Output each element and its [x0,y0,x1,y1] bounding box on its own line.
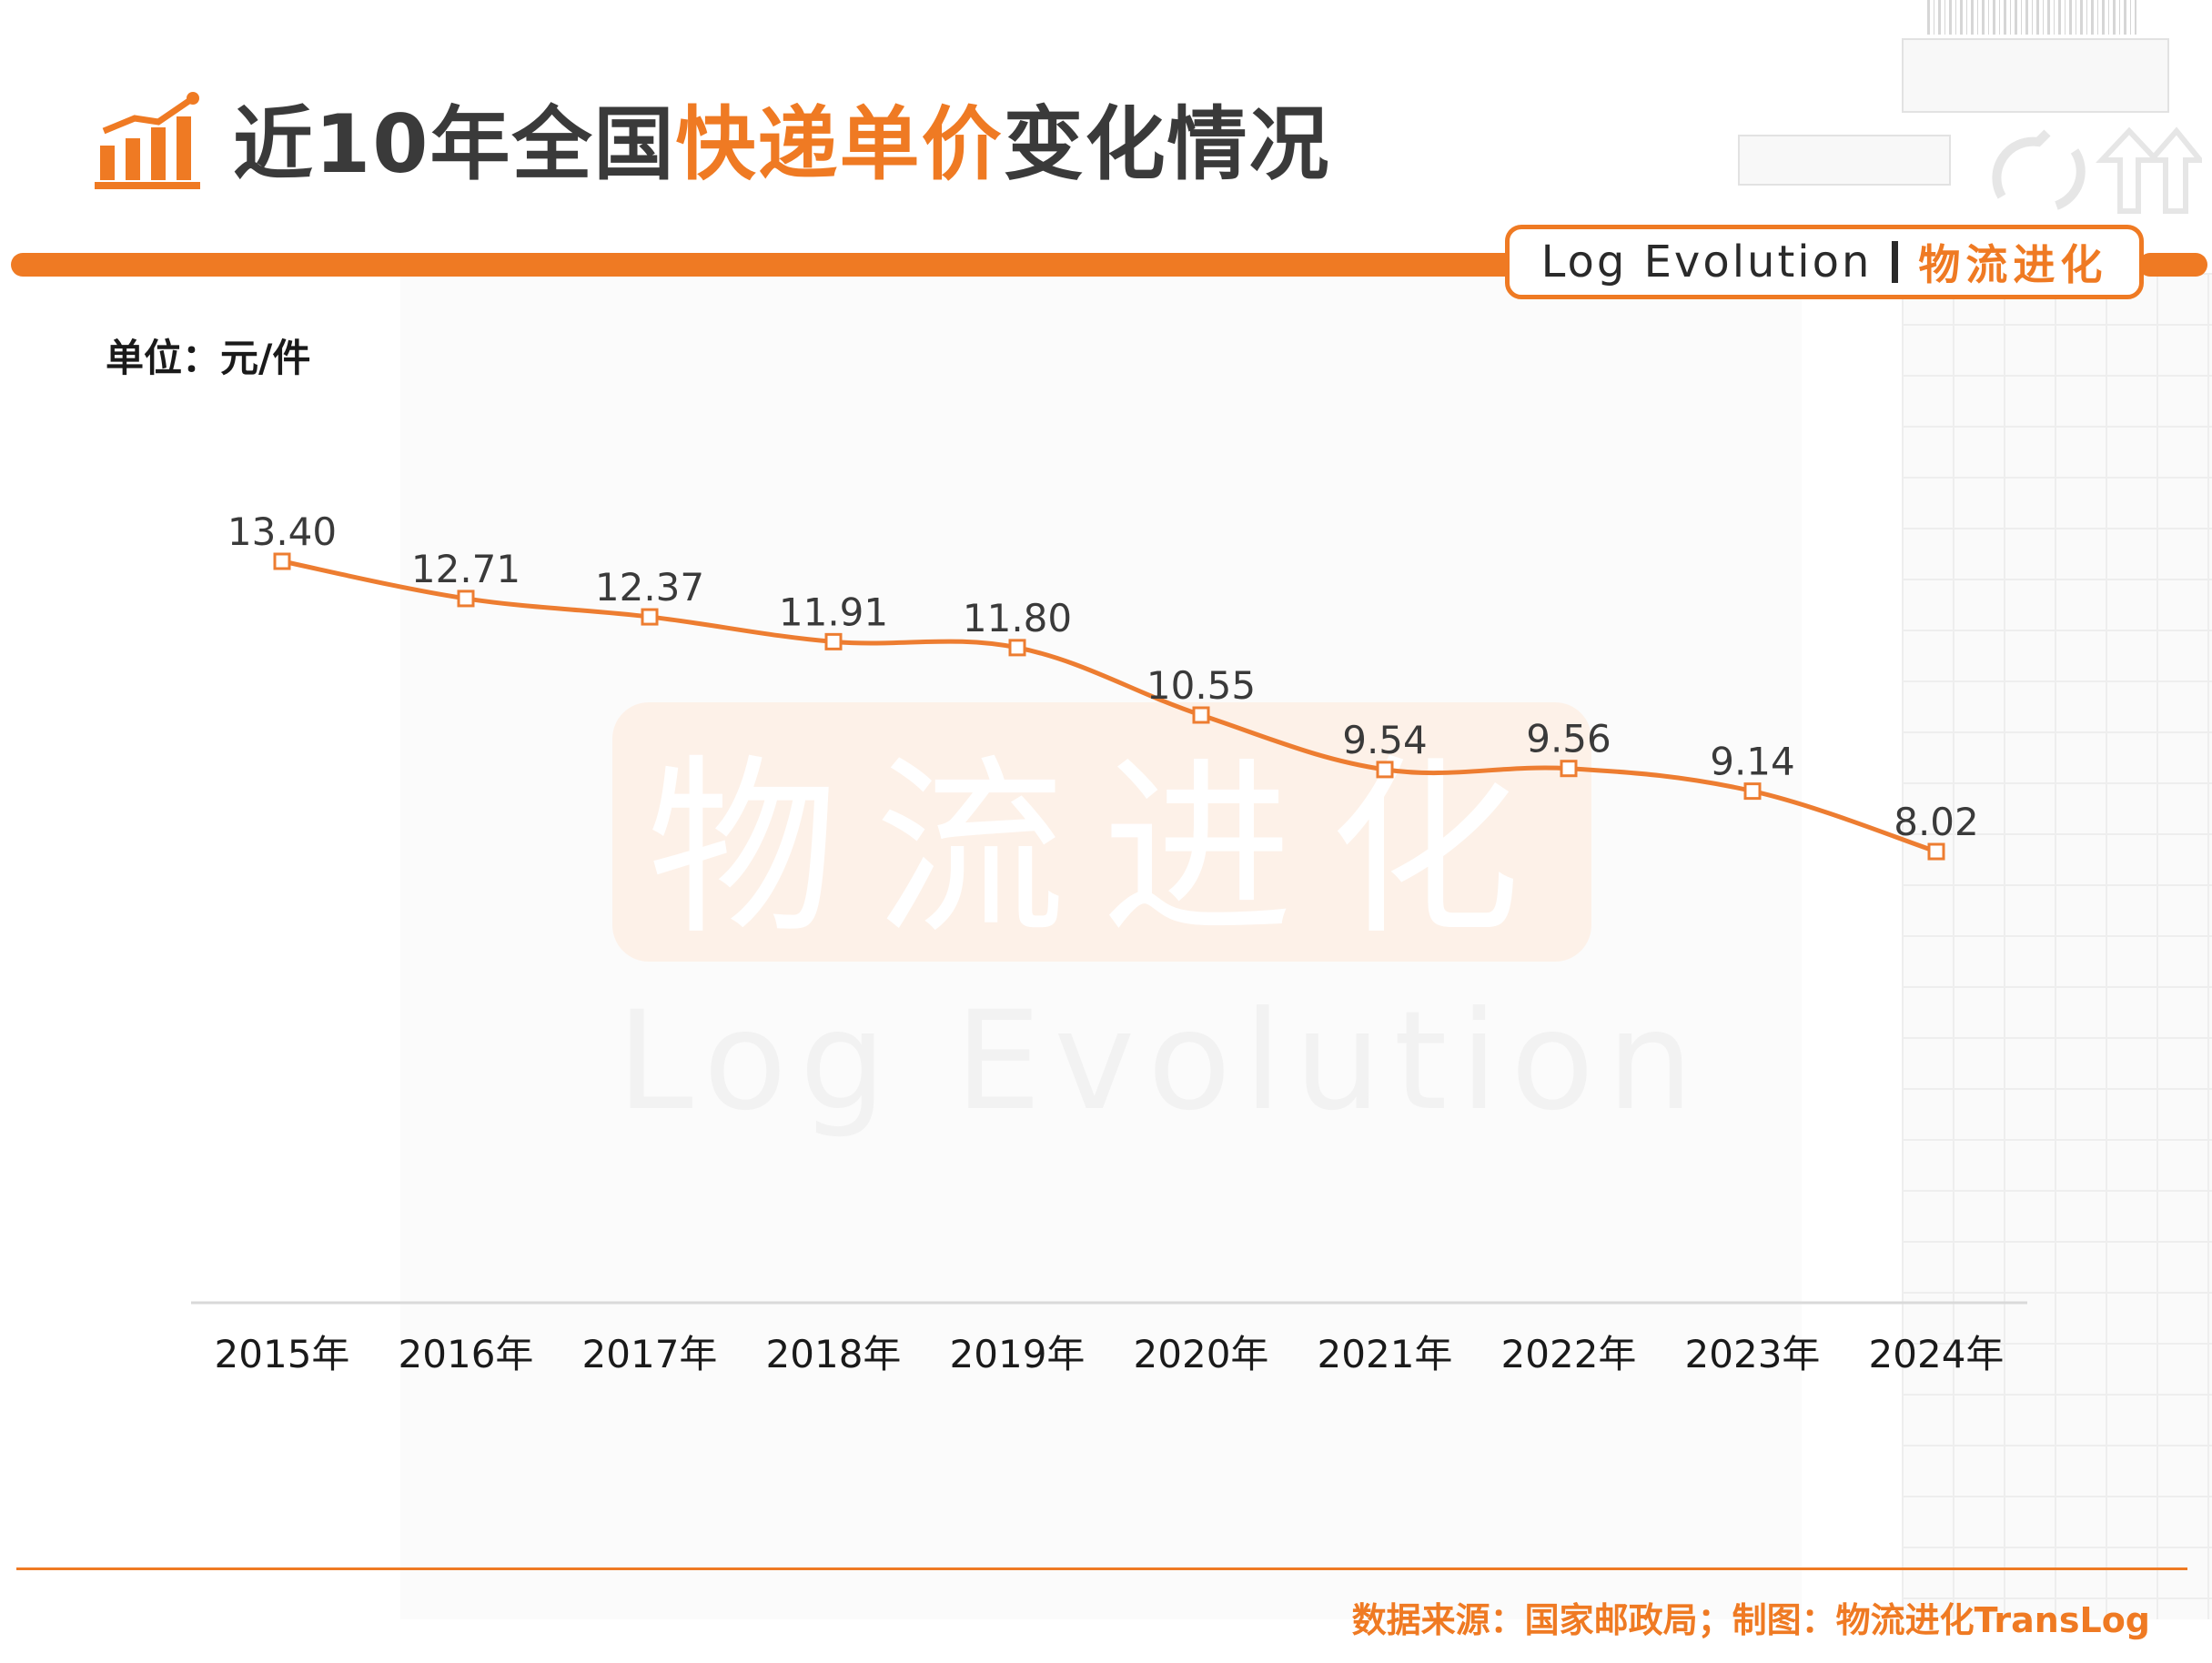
data-label: 13.40 [227,509,337,554]
data-label: 10.55 [1146,663,1256,708]
x-tick-label: 2018年 [766,1332,902,1376]
brand-separator [1892,241,1899,283]
series-line [281,559,1937,854]
data-label: 12.37 [595,565,704,610]
watermark-cn: 物流进化 [646,737,1557,961]
header-divider [11,253,1521,277]
title-part-1: 近10年全国 [233,97,676,191]
x-tick-label: 2020年 [1134,1332,1269,1376]
x-tick-label: 2024年 [1869,1332,2005,1376]
data-point-marker [1376,761,1394,779]
data-label: 11.91 [779,590,888,634]
page-title: 近10年全国快递单价变化情况 [233,95,1331,195]
x-tick-label: 2023年 [1685,1332,1821,1376]
point-markers [273,552,1945,861]
data-point-marker [1743,782,1762,801]
data-label: 12.71 [411,547,520,591]
source-note: 数据来源：国家邮政局；制图：物流进化TransLog [1351,1600,2150,1640]
chart-bars-icon [95,92,200,189]
x-tick-label: 2017年 [582,1332,718,1376]
data-labels: 13.40 12.71 12.37 11.91 11.80 10.55 9.54 9.56 9.… [227,509,1979,844]
data-point-marker [273,552,291,570]
brand-name-en: Log Evolution [1540,237,1873,287]
x-tick-label: 2021年 [1318,1332,1453,1376]
data-point-marker [457,590,475,608]
data-point-marker [1192,706,1210,724]
footer-divider [16,1567,2187,1570]
unit-label: 单位：元/件 [106,336,311,380]
x-tick-label: 2022年 [1501,1332,1637,1376]
label-decoration [1738,135,1951,186]
label-decoration [1902,38,2169,113]
data-label: 11.80 [963,596,1072,640]
decorative-grid [1902,273,2212,1619]
data-label: 9.56 [1526,717,1611,761]
barcode-decoration [1927,0,2136,35]
data-label: 9.14 [1710,740,1795,784]
x-tick-labels: 2015年 2016年 2017年 2018年 2019年 2020年 2021年 2022年… [215,1332,2005,1376]
recycle-icon [1992,126,2202,214]
title-highlight: 快递单价 [675,97,1004,191]
x-tick-label: 2015年 [215,1332,350,1376]
brand-badge: Log Evolution 物流进化 [1505,225,2144,299]
data-point-marker [1560,760,1578,778]
data-label: 8.02 [1894,800,1979,844]
data-label: 9.54 [1342,718,1428,762]
watermark-box [612,702,1591,962]
brand-name-cn: 物流进化 [1918,240,2108,289]
data-point-marker [1927,842,1945,861]
title-part-2: 变化情况 [1003,97,1331,191]
data-point-marker [1008,639,1026,657]
x-tick-label: 2016年 [399,1332,534,1376]
header-divider-end [2138,253,2207,277]
data-point-marker [824,632,843,650]
watermark-en: Log Evolution [617,983,1706,1141]
data-point-marker [641,608,659,626]
x-tick-label: 2019年 [950,1332,1086,1376]
